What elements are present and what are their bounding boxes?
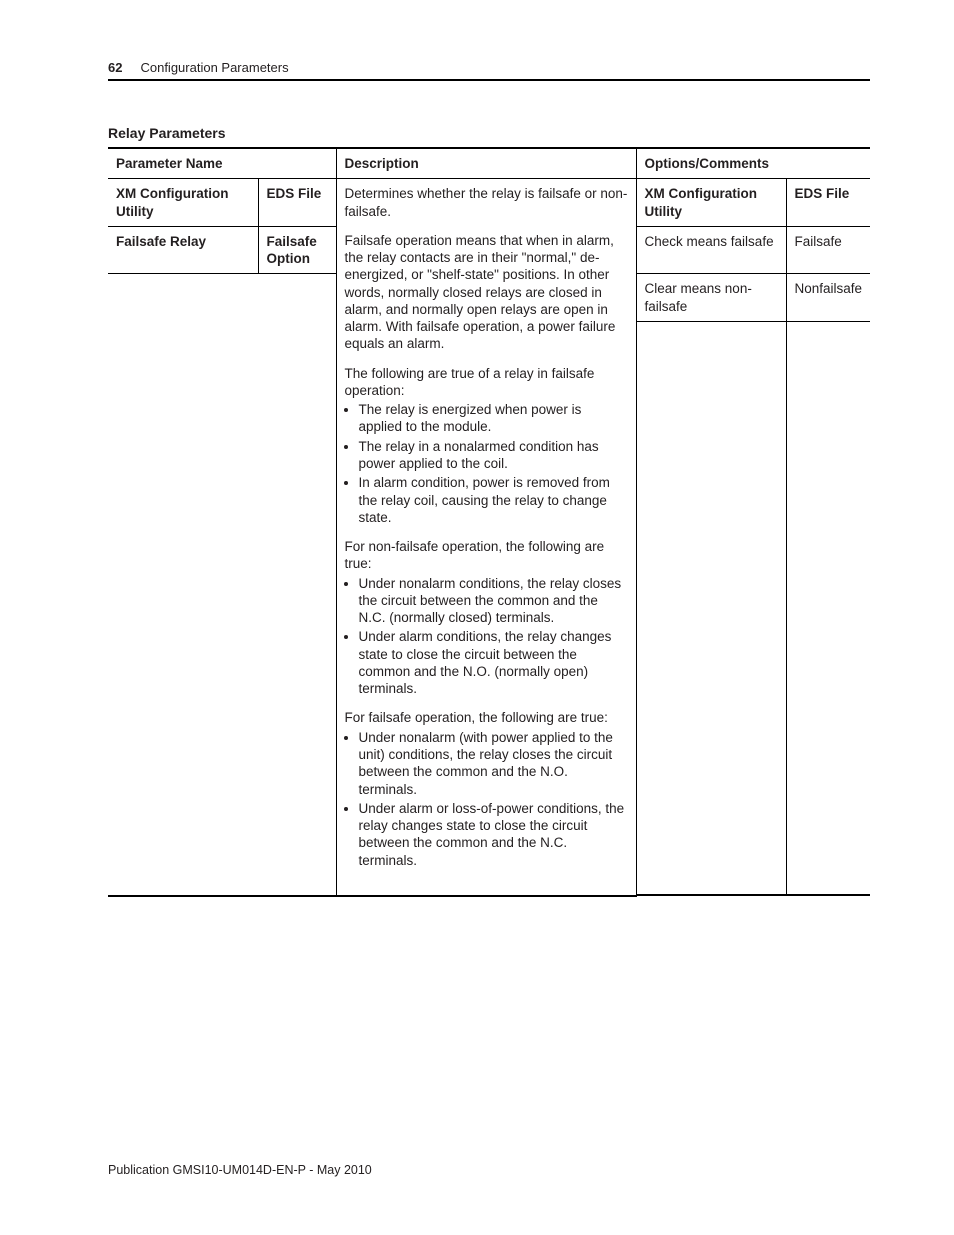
running-header: 62 Configuration Parameters — [108, 60, 870, 75]
desc-p4: For non-failsafe operation, the followin… — [345, 538, 628, 573]
left-fill — [258, 274, 336, 896]
desc-ul3: Under nonalarm (with power applied to th… — [345, 729, 628, 869]
page-number: 62 — [108, 60, 122, 75]
desc-ul2: Under nonalarm conditions, the relay clo… — [345, 575, 628, 698]
table-title: Relay Parameters — [108, 125, 870, 141]
left-fill — [108, 274, 258, 896]
right-fill — [786, 321, 870, 895]
desc-ul1: The relay is energized when power is app… — [345, 401, 628, 526]
param-sub-xmcfg: XM Configuration Utility — [108, 179, 258, 227]
opts-sub-eds: EDS File — [786, 179, 870, 227]
opt-row-xm: Clear means non-failsafe — [636, 274, 786, 322]
desc-p2: Failsafe operation means that when in al… — [345, 232, 628, 353]
col-options: Options/Comments — [636, 148, 870, 179]
desc-p3: The following are true of a relay in fai… — [345, 365, 628, 400]
opt-row-eds: Nonfailsafe — [786, 274, 870, 322]
opt-row-xm: Check means failsafe — [636, 226, 786, 274]
list-item: Under nonalarm (with power applied to th… — [359, 729, 628, 798]
list-item: The relay is energized when power is app… — [359, 401, 628, 436]
opts-sub-xmcfg: XM Configuration Utility — [636, 179, 786, 227]
param-sub-eds: EDS File — [258, 179, 336, 227]
col-parameter-name: Parameter Name — [108, 148, 336, 179]
table-header-row: Parameter Name Description Options/Comme… — [108, 148, 870, 179]
list-item: Under nonalarm conditions, the relay clo… — [359, 575, 628, 627]
col-description: Description — [336, 148, 636, 179]
list-item: The relay in a nonalarmed condition has … — [359, 438, 628, 473]
param-eds-value: Failsafe Option — [258, 226, 336, 274]
list-item: In alarm condition, power is removed fro… — [359, 474, 628, 526]
right-fill — [636, 321, 786, 895]
list-item: Under alarm conditions, the relay change… — [359, 628, 628, 697]
relay-parameters-table: Parameter Name Description Options/Comme… — [108, 147, 870, 897]
desc-p1: Determines whether the relay is failsafe… — [345, 185, 628, 220]
publication-footer: Publication GMSI10-UM014D-EN-P - May 201… — [108, 1163, 372, 1177]
opt-row-eds: Failsafe — [786, 226, 870, 274]
section-title: Configuration Parameters — [140, 60, 288, 75]
desc-p5: For failsafe operation, the following ar… — [345, 709, 628, 726]
param-xm-value: Failsafe Relay — [108, 226, 258, 274]
list-item: Under alarm or loss-of-power conditions,… — [359, 800, 628, 869]
header-rule — [108, 79, 870, 81]
description-cell: Determines whether the relay is failsafe… — [336, 179, 636, 896]
